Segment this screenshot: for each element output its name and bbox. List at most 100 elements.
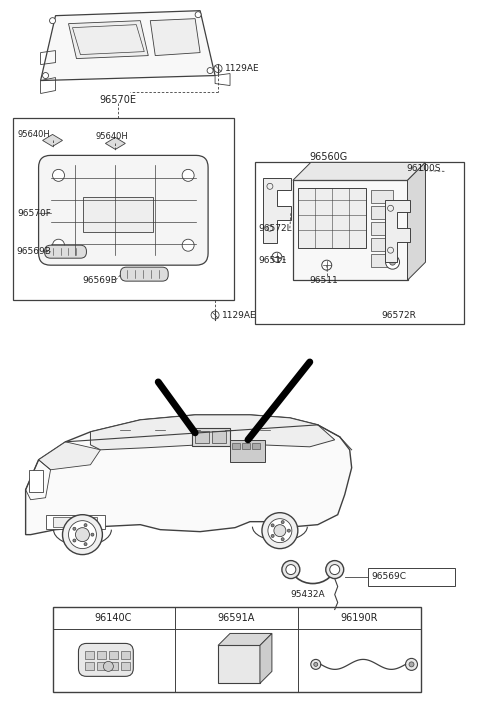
Circle shape	[182, 169, 194, 181]
Text: 95432A: 95432A	[291, 590, 325, 599]
Circle shape	[115, 202, 132, 219]
Polygon shape	[90, 415, 335, 450]
Polygon shape	[260, 634, 272, 683]
Text: 1129AE: 1129AE	[222, 311, 257, 319]
Circle shape	[49, 18, 56, 24]
Polygon shape	[218, 634, 272, 645]
Bar	[293, 180, 408, 280]
Circle shape	[182, 239, 194, 251]
Circle shape	[69, 521, 96, 548]
Bar	[121, 651, 130, 659]
Circle shape	[409, 662, 414, 667]
Circle shape	[390, 259, 396, 265]
Bar	[85, 651, 95, 659]
Polygon shape	[25, 415, 352, 534]
Circle shape	[272, 252, 282, 262]
Bar	[371, 255, 393, 267]
Circle shape	[43, 73, 48, 78]
Bar	[230, 440, 265, 462]
Bar	[218, 645, 260, 683]
Polygon shape	[408, 162, 425, 280]
Text: 96572L: 96572L	[258, 223, 291, 233]
Polygon shape	[106, 137, 125, 149]
Polygon shape	[43, 135, 62, 147]
Circle shape	[286, 565, 296, 575]
Bar	[46, 515, 106, 529]
Text: 96569B: 96569B	[17, 247, 51, 256]
Bar	[232, 443, 240, 449]
Bar	[97, 663, 107, 670]
Circle shape	[73, 527, 76, 530]
Circle shape	[282, 560, 300, 579]
Bar	[371, 222, 393, 235]
Bar	[109, 651, 119, 659]
Text: 96560G: 96560G	[310, 152, 348, 162]
FancyBboxPatch shape	[78, 644, 133, 676]
Circle shape	[262, 513, 298, 548]
Circle shape	[73, 539, 76, 542]
Bar	[97, 651, 107, 659]
Bar	[242, 443, 250, 449]
Circle shape	[103, 661, 113, 671]
Circle shape	[271, 524, 274, 527]
Polygon shape	[263, 178, 291, 243]
Circle shape	[311, 659, 321, 669]
Circle shape	[288, 529, 290, 532]
Bar	[371, 238, 393, 251]
Circle shape	[274, 525, 286, 537]
Bar	[371, 190, 393, 203]
Bar	[52, 608, 421, 692]
Circle shape	[195, 12, 201, 18]
Text: 96511: 96511	[310, 276, 338, 285]
Text: 96572R: 96572R	[382, 311, 417, 319]
Text: 96591A: 96591A	[217, 613, 255, 623]
Circle shape	[91, 533, 94, 536]
Text: 96570F: 96570F	[18, 209, 51, 218]
Bar	[12, 118, 234, 300]
Text: 96190R: 96190R	[340, 613, 377, 623]
Text: 1129AE: 1129AE	[225, 64, 260, 73]
Bar	[52, 517, 97, 527]
Polygon shape	[293, 162, 425, 180]
Circle shape	[84, 543, 87, 546]
Circle shape	[271, 534, 274, 537]
Text: 96570E: 96570E	[100, 95, 137, 106]
Bar	[84, 197, 153, 232]
Text: 96569B: 96569B	[83, 276, 117, 285]
Circle shape	[62, 515, 102, 555]
Text: 96100S: 96100S	[407, 164, 441, 173]
Circle shape	[52, 239, 64, 251]
Bar	[255, 162, 464, 324]
Bar	[368, 568, 456, 586]
Bar	[252, 443, 260, 449]
Text: 96569C: 96569C	[372, 572, 407, 581]
Circle shape	[385, 255, 399, 269]
FancyBboxPatch shape	[38, 155, 208, 265]
Text: 95640H: 95640H	[18, 130, 50, 139]
Polygon shape	[41, 11, 215, 80]
Circle shape	[314, 663, 318, 666]
Circle shape	[326, 560, 344, 579]
Polygon shape	[384, 200, 409, 262]
Text: 96140C: 96140C	[95, 613, 132, 623]
Bar	[29, 470, 43, 491]
Circle shape	[322, 260, 332, 270]
Circle shape	[84, 524, 87, 527]
Bar	[121, 663, 130, 670]
Circle shape	[281, 520, 284, 524]
Circle shape	[214, 65, 222, 73]
Text: 96511: 96511	[258, 256, 287, 264]
Bar	[195, 431, 209, 443]
Circle shape	[330, 565, 340, 575]
Bar	[371, 207, 393, 219]
FancyBboxPatch shape	[45, 245, 86, 258]
Bar	[109, 663, 119, 670]
Bar	[298, 188, 366, 248]
FancyBboxPatch shape	[120, 267, 168, 281]
Bar	[192, 428, 230, 446]
Circle shape	[207, 68, 213, 73]
Circle shape	[268, 519, 292, 543]
Text: 95640H: 95640H	[96, 132, 128, 141]
Circle shape	[211, 311, 219, 319]
Circle shape	[52, 169, 64, 181]
